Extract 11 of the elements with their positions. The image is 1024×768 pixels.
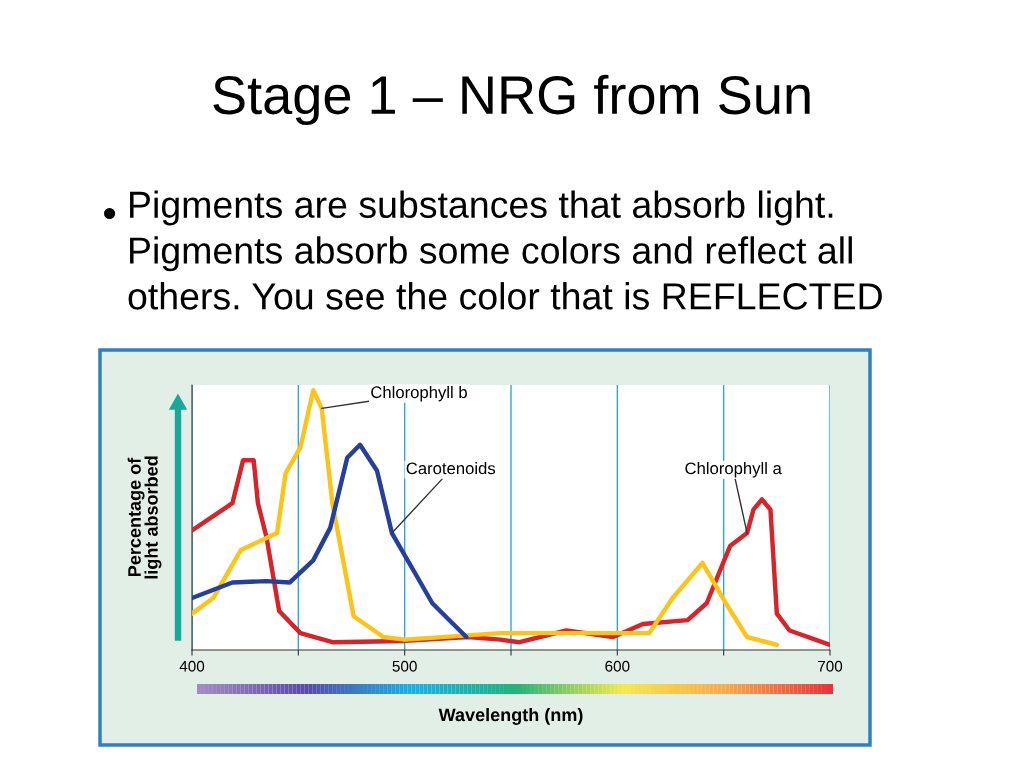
x-axis-title: Wavelength (nm) xyxy=(438,707,583,725)
chart-title: Stage 1 – NRG from Sun xyxy=(213,74,810,126)
annotation: Carotenoids xyxy=(406,462,496,475)
y-axis-title: Percentage of light absorbed xyxy=(127,456,162,579)
chart-subtitle: Pigments are substances that absorb light. Pigments absorb some colors and reflect all others. You see the color that is REFLECTED xyxy=(128,190,882,310)
x-tick-label: 400 xyxy=(179,660,205,672)
x-tick-label: 700 xyxy=(818,660,843,672)
x-tick-label: 500 xyxy=(392,660,417,672)
annotation: Chlorophyll b xyxy=(371,385,467,402)
x-tick-label: 600 xyxy=(605,660,630,672)
annotation: Chlorophyll a xyxy=(685,462,782,478)
